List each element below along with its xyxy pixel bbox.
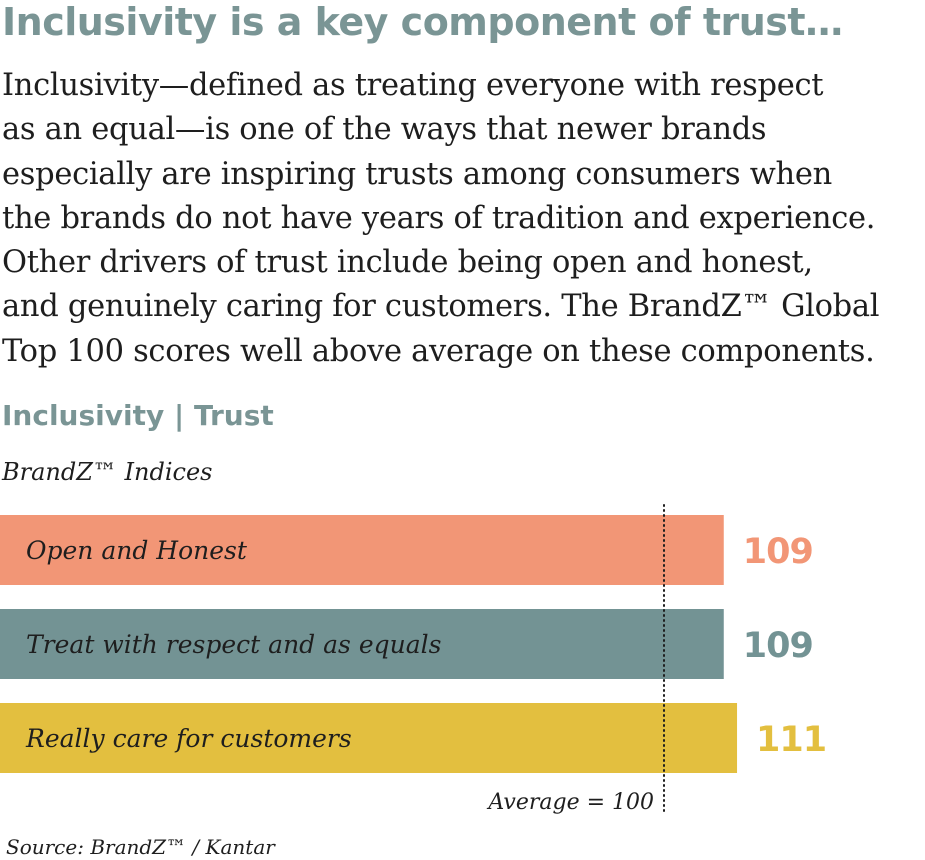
body-line: as an equal—is one of the ways that newe…	[2, 112, 767, 148]
body-line: especially are inspiring trusts among co…	[2, 156, 832, 192]
bar	[0, 609, 724, 679]
bar-category-label: Treat with respect and as equals	[26, 630, 441, 659]
bar	[0, 703, 738, 773]
body-paragraph: Inclusivity—defined as treating everyone…	[2, 64, 924, 374]
body-line: Inclusivity—defined as treating everyone…	[2, 68, 824, 103]
bar-category-label: Open and Honest	[26, 536, 248, 565]
bar	[0, 515, 724, 585]
body-line: and genuinely caring for customers. The …	[2, 289, 880, 325]
headline: Inclusivity is a key component of trust…	[2, 0, 843, 44]
chart-subtitle: BrandZ™ Indices	[2, 458, 213, 486]
bar-value-label: 109	[743, 532, 813, 572]
bar-value-label: 111	[756, 720, 826, 760]
average-reference-label: Average = 100	[486, 790, 654, 815]
body-line: Other drivers of trust include being ope…	[2, 245, 813, 281]
bar-value-label: 109	[743, 626, 813, 666]
source-note: Source: BrandZ™ / Kantar	[6, 835, 275, 859]
chart-title: Inclusivity | Trust	[2, 399, 274, 432]
bar-category-label: Really care for customers	[25, 724, 352, 753]
body-line: the brands do not have years of traditio…	[2, 200, 876, 236]
body-line: Top 100 scores well above average on the…	[2, 333, 875, 369]
